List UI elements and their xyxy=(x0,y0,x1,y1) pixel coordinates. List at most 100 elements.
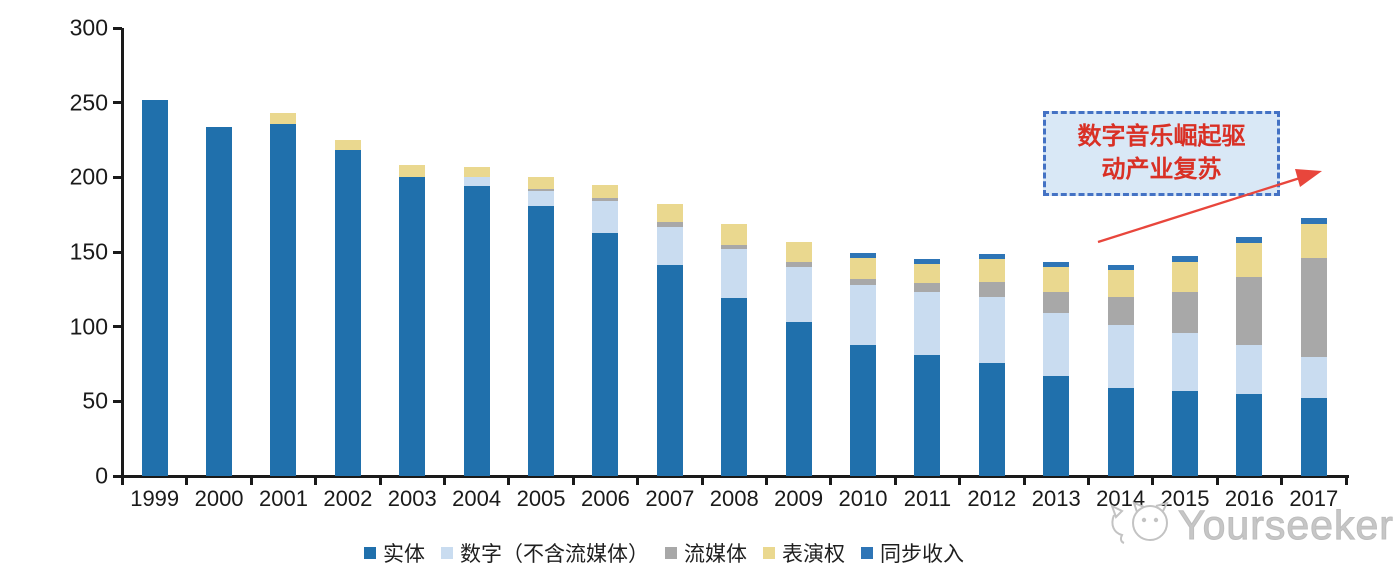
bar-segment-表演权-2008 xyxy=(721,223,748,245)
y-tick-label: 150 xyxy=(69,238,108,265)
bar-segment-表演权-2014 xyxy=(1107,269,1134,297)
x-tick-label: 2014 xyxy=(1096,486,1146,511)
x-axis-tick xyxy=(442,476,446,485)
bar-segment-数字（不含流媒体）-2017 xyxy=(1300,356,1327,399)
bar-segment-表演权-2012 xyxy=(978,259,1005,282)
bar-segment-流媒体-2012 xyxy=(978,281,1005,297)
bar-segment-实体-2001 xyxy=(270,123,297,476)
y-axis-tick xyxy=(113,101,122,105)
bar-segment-流媒体-2006 xyxy=(592,198,619,202)
bar-segment-表演权-2016 xyxy=(1236,243,1263,278)
bar-segment-实体-2008 xyxy=(721,298,748,476)
bar-segment-同步收入-2015 xyxy=(1172,256,1198,263)
bar-segment-表演权-2009 xyxy=(785,241,812,262)
bar-segment-实体-2013 xyxy=(1043,375,1070,476)
x-tick-label: 2017 xyxy=(1289,486,1339,511)
x-tick-label: 2008 xyxy=(709,486,759,511)
x-axis-tick xyxy=(185,476,189,485)
legend-label: 数字（不含流媒体） xyxy=(460,542,649,566)
legend-swatch-icon xyxy=(441,547,453,559)
x-axis-tick xyxy=(1022,476,1026,485)
y-tick-label: 250 xyxy=(69,89,108,116)
annotation-line1: 数字音乐崛起驱 xyxy=(1077,123,1246,150)
x-tick-label: 2001 xyxy=(259,486,308,511)
bar-segment-流媒体-2007 xyxy=(656,222,683,227)
legend-item: 流媒体 xyxy=(665,538,747,568)
x-axis-tick xyxy=(829,476,833,485)
legend: 实体 数字（不含流媒体） 流媒体 表演权 同步收入 xyxy=(364,538,964,568)
bar-segment-同步收入-2011 xyxy=(914,259,941,264)
bar-segment-实体-1999 xyxy=(141,99,168,476)
x-axis-tick xyxy=(636,476,640,485)
legend-swatch-icon xyxy=(364,547,376,559)
bar-segment-实体-2006 xyxy=(592,232,619,476)
y-axis-tick xyxy=(113,175,122,179)
x-axis-line xyxy=(121,475,1349,478)
x-tick-label: 2009 xyxy=(774,486,824,511)
y-axis-tick xyxy=(113,474,122,478)
legend-item: 数字（不含流媒体） xyxy=(441,538,649,568)
y-tick-label: 300 xyxy=(69,14,108,41)
bar-segment-流媒体-2013 xyxy=(1043,292,1070,314)
bar-segment-实体-2011 xyxy=(914,355,941,476)
bar-segment-数字（不含流媒体）-2006 xyxy=(592,201,619,233)
legend-item: 实体 xyxy=(364,538,425,568)
x-tick-label: 1999 xyxy=(130,486,180,511)
bar-segment-数字（不含流媒体）-2004 xyxy=(463,177,490,187)
bar-segment-实体-2012 xyxy=(978,362,1005,476)
annotation-callout: 数字音乐崛起驱 动产业复苏 xyxy=(1043,111,1280,196)
x-tick-label: 2004 xyxy=(452,486,502,511)
bar-segment-表演权-2007 xyxy=(656,204,683,223)
x-tick-label: 2006 xyxy=(580,486,630,511)
y-tick-label: 50 xyxy=(82,387,108,414)
legend-swatch-icon xyxy=(861,547,873,559)
x-axis-tick xyxy=(571,476,575,485)
bar-segment-流媒体-2008 xyxy=(721,244,748,249)
x-axis-tick xyxy=(1151,476,1155,485)
x-tick-label: 2007 xyxy=(645,486,695,511)
bar-segment-表演权-2003 xyxy=(399,165,426,178)
bar-segment-实体-2009 xyxy=(785,322,812,476)
x-tick-label: 2003 xyxy=(387,486,437,511)
x-tick-label: 2013 xyxy=(1031,486,1081,511)
bar-segment-表演权-2017 xyxy=(1300,223,1327,258)
x-tick-label: 2016 xyxy=(1224,486,1274,511)
bar-segment-实体-2005 xyxy=(528,205,555,476)
bar-segment-流媒体-2017 xyxy=(1300,257,1327,357)
x-axis-tick xyxy=(507,476,511,485)
legend-item: 同步收入 xyxy=(861,538,964,568)
x-axis-tick xyxy=(958,476,962,485)
bar-segment-同步收入-2017 xyxy=(1300,218,1327,224)
bar-segment-实体-2000 xyxy=(206,126,233,476)
y-axis-tick xyxy=(113,399,122,403)
bar-segment-数字（不含流媒体）-2013 xyxy=(1043,313,1070,376)
bar-segment-同步收入-2013 xyxy=(1043,261,1070,267)
x-tick-label: 2011 xyxy=(903,486,952,511)
bar-segment-数字（不含流媒体）-2009 xyxy=(785,266,812,323)
bar-segment-实体-2016 xyxy=(1236,393,1263,476)
bar-segment-同步收入-2016 xyxy=(1236,237,1263,244)
x-axis-tick xyxy=(1344,476,1348,485)
legend-swatch-icon xyxy=(665,547,677,559)
bar-segment-表演权-2015 xyxy=(1172,262,1198,293)
bar-segment-实体-2017 xyxy=(1300,398,1327,476)
bar-segment-数字（不含流媒体）-2012 xyxy=(978,296,1005,363)
bar-segment-实体-2002 xyxy=(334,150,361,476)
x-axis-tick xyxy=(121,476,124,485)
x-axis-tick xyxy=(700,476,704,485)
bar-segment-流媒体-2015 xyxy=(1172,292,1198,333)
legend-item: 表演权 xyxy=(763,538,845,568)
bar-segment-表演权-2010 xyxy=(850,257,877,279)
bar-segment-数字（不含流媒体）-2008 xyxy=(721,249,748,299)
legend-label: 实体 xyxy=(383,542,425,566)
x-tick-label: 2000 xyxy=(194,486,244,511)
x-axis-tick xyxy=(1280,476,1284,485)
y-axis-tick xyxy=(113,250,122,254)
bar-segment-表演权-2002 xyxy=(334,140,361,151)
bar-segment-数字（不含流媒体）-2007 xyxy=(656,226,683,266)
bar-segment-数字（不含流媒体）-2005 xyxy=(528,190,555,206)
bar-segment-数字（不含流媒体）-2016 xyxy=(1236,344,1263,394)
x-tick-label: 2015 xyxy=(1160,486,1210,511)
y-tick-label: 0 xyxy=(95,462,108,489)
